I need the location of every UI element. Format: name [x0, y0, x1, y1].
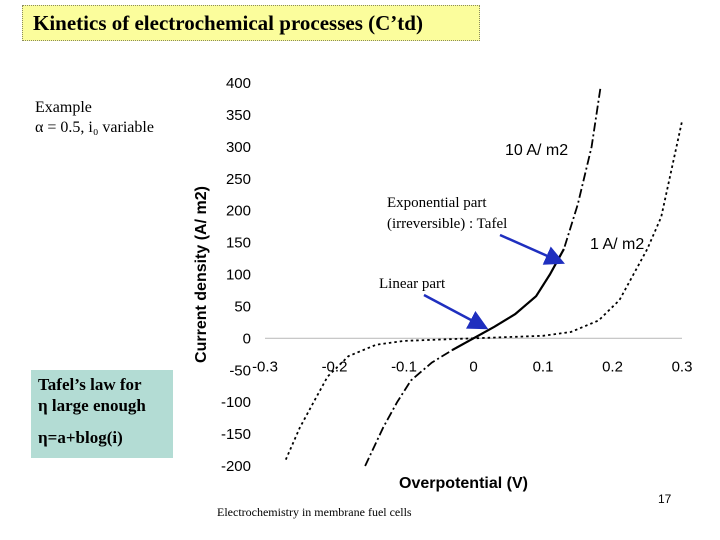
series-line-solid-segment: [452, 248, 565, 351]
annotation-arrow: [499, 233, 565, 265]
tafel-equation: η=a+blog(i): [38, 428, 123, 447]
tafel-line-2: η large enough: [38, 396, 146, 415]
y-tick-label: 250: [226, 171, 251, 188]
series-label-1: 1 A/ m2: [590, 236, 644, 253]
x-tick-label: 0: [469, 358, 477, 375]
x-axis-title: Overpotential (V): [399, 475, 528, 492]
y-tick-label: 200: [226, 203, 251, 220]
x-tick-label: 0.1: [533, 358, 554, 375]
example-params: α = 0.5, i₀ variable: [35, 119, 154, 136]
current-overpotential-chart: 400350300250200150100500-50-100-150-200 …: [193, 75, 693, 492]
x-tick-label: -0.3: [252, 358, 278, 375]
y-tick-label: 50: [234, 298, 251, 315]
y-tick-label: 400: [226, 75, 251, 92]
footer-text: Electrochemistry in membrane fuel cells: [217, 505, 412, 519]
example-label: Example: [35, 99, 92, 116]
x-tick-label: 0.2: [602, 358, 623, 375]
y-tick-label: 300: [226, 139, 251, 156]
y-tick-label: 100: [226, 267, 251, 284]
x-tick-label: -0.2: [322, 358, 348, 375]
y-tick-label: -150: [221, 426, 251, 443]
y-tick-label: -100: [221, 394, 251, 411]
x-tick-label: -0.1: [391, 358, 417, 375]
example-block: Example α = 0.5, i₀ variable: [35, 98, 154, 138]
x-tick-label: 0.3: [672, 358, 693, 375]
slide-title: Kinetics of electrochemical processes (C…: [22, 5, 480, 41]
y-tick-label: 150: [226, 235, 251, 252]
y-tick-label: -200: [221, 458, 251, 475]
annotation-exponential-line2: (irreversible) : Tafel: [387, 216, 507, 232]
page-number: 17: [658, 492, 672, 506]
series-label-10: 10 A/ m2: [505, 142, 568, 159]
annotation-linear: Linear part: [379, 276, 446, 292]
annotation-exponential: Exponential part: [387, 195, 487, 211]
y-axis-title: Current density (A/ m2): [193, 186, 210, 363]
chart-frame: 400 350 300 250 200 150 100 50 0 -50 -100 -150 -200 …: [180, 73, 700, 501]
tafel-law-box: Tafel’s law for η large enough η=a+blog(…: [31, 370, 173, 458]
y-tick-label: 350: [226, 107, 251, 124]
tafel-line-1: Tafel’s law for: [38, 375, 142, 394]
y-tick-label: -50: [229, 362, 251, 379]
series-line: [284, 121, 683, 460]
y-tick-label: 0: [243, 330, 251, 347]
annotation-arrow: [423, 293, 489, 330]
